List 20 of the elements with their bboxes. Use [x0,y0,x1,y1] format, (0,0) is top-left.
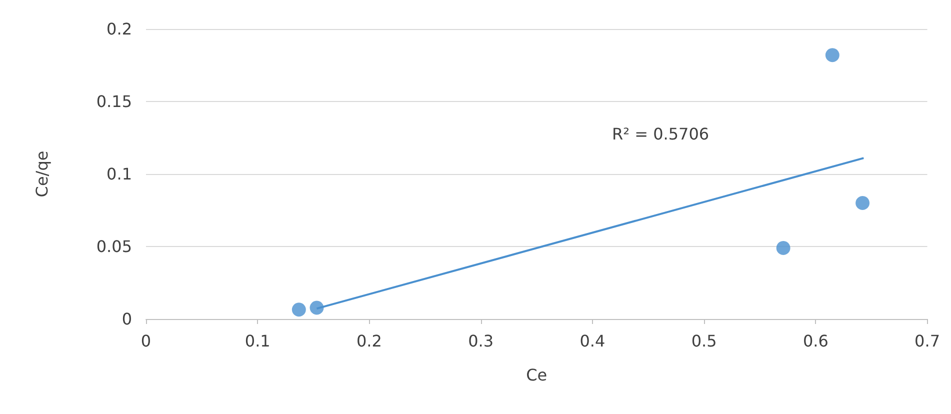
x-tick-label: 0.3 [468,332,494,350]
point [776,240,790,255]
x-tick-label: 0.4 [580,332,606,350]
y-tick-label: 0.1 [106,164,132,184]
x-tick-label: 0.2 [356,332,382,350]
x-tick-label: 0 [140,332,152,350]
y-axis-title: Ce/qe [32,150,52,198]
x-tick-label: 0.1 [244,332,270,350]
annotation: R² = 0.5706 [612,124,710,144]
y-tick-label: 0.15 [96,92,132,111]
y-tick-label: 0 [122,310,132,328]
x-tick-label: 0.7 [914,332,940,350]
y-tick-label: 0.2 [106,20,132,38]
x-tick-label: 0.6 [802,332,828,350]
x-axis-title: Ce [526,366,548,384]
point [292,302,306,317]
point [856,196,870,210]
point [825,48,840,62]
y-tick-label: 0.05 [96,237,132,256]
x-tick-label: 0.5 [691,332,717,350]
